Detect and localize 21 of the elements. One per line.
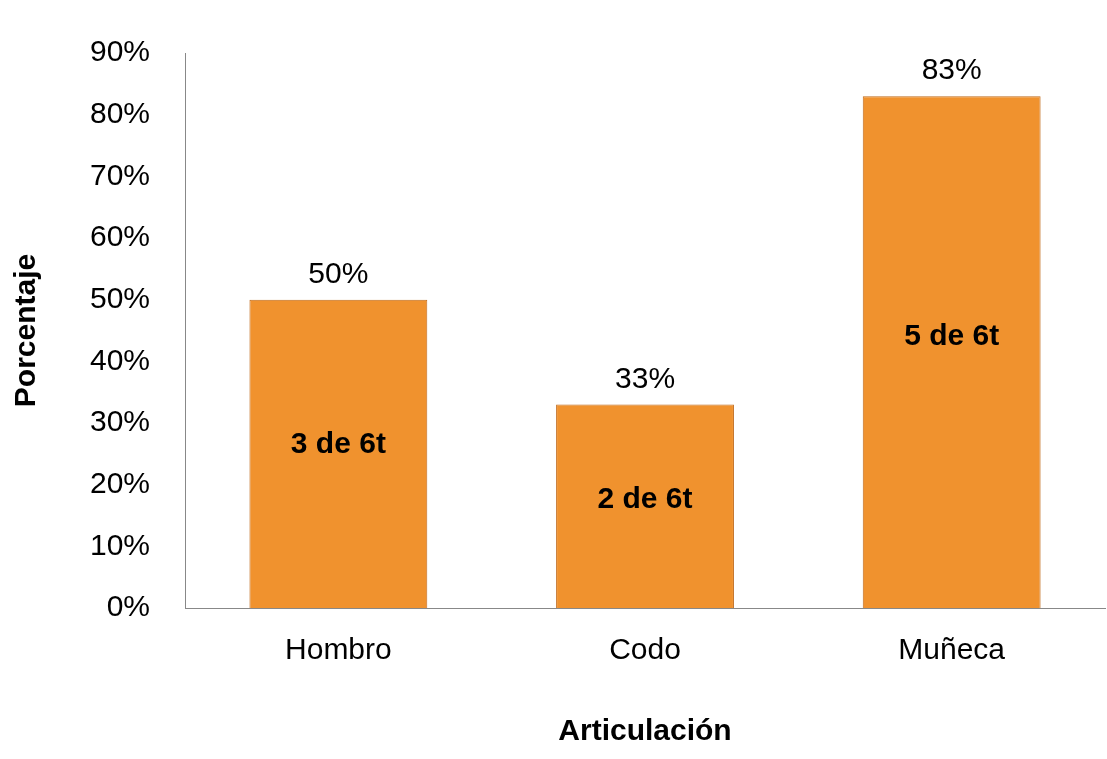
data-label: 33% xyxy=(615,360,676,394)
y-axis-title: Porcentaje xyxy=(8,253,42,408)
y-tick-label: 10% xyxy=(90,527,151,561)
y-tick-label: 30% xyxy=(90,404,151,438)
y-tick-label: 40% xyxy=(90,342,151,376)
annotation: 3 de 6t xyxy=(290,425,386,459)
y-tick-label: 20% xyxy=(90,465,151,499)
y-tick-label: 0% xyxy=(106,589,151,623)
y-tick-label: 80% xyxy=(90,95,151,129)
x-tick-label: Muñeca xyxy=(898,632,1006,666)
x-tick-label: Hombro xyxy=(285,632,392,666)
data-label: 83% xyxy=(921,52,982,86)
x-axis-title: Articulación xyxy=(558,713,732,747)
y-tick-label: 50% xyxy=(90,280,151,314)
annotation: 5 de 6t xyxy=(904,317,1000,351)
x-tick-label: Codo xyxy=(609,632,681,666)
data-label: 50% xyxy=(308,255,369,289)
y-tick-label: 90% xyxy=(90,34,151,68)
y-tick-label: 60% xyxy=(90,219,151,253)
y-tick-label: 70% xyxy=(90,157,151,191)
annotation: 2 de 6t xyxy=(597,481,693,515)
